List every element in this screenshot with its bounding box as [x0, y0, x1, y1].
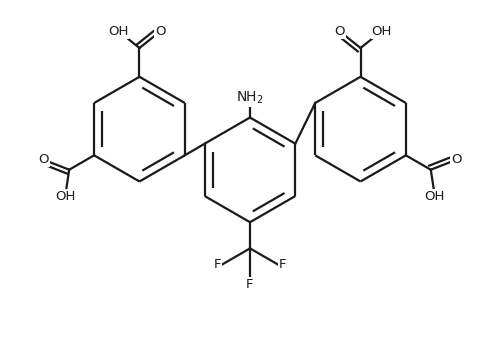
- Text: O: O: [334, 25, 344, 37]
- Text: OH: OH: [372, 25, 392, 37]
- Text: OH: OH: [55, 190, 76, 203]
- Text: OH: OH: [108, 25, 128, 37]
- Text: O: O: [451, 153, 462, 166]
- Text: F: F: [214, 258, 222, 271]
- Text: F: F: [278, 258, 286, 271]
- Text: F: F: [246, 278, 254, 291]
- Text: O: O: [38, 153, 49, 166]
- Text: O: O: [156, 25, 166, 37]
- Text: NH$_2$: NH$_2$: [236, 90, 264, 106]
- Text: OH: OH: [424, 190, 445, 203]
